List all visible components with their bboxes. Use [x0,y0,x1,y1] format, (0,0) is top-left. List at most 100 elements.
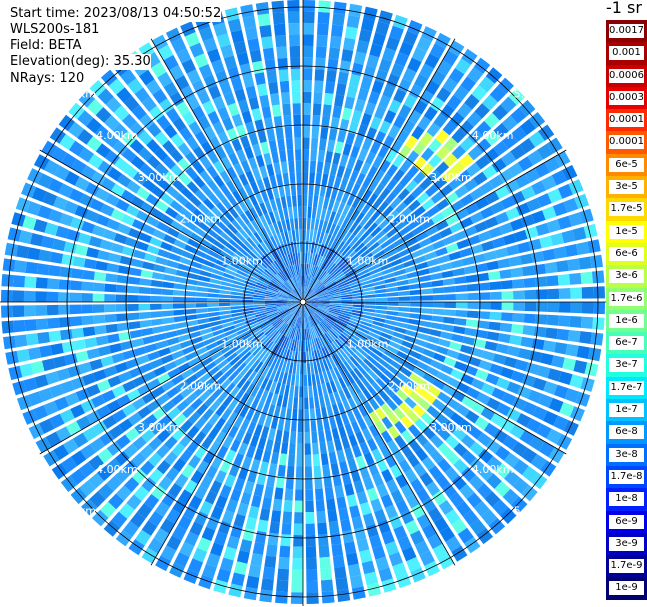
ray-gate [354,332,367,341]
ray-gate [296,275,300,288]
ray-gate [363,401,374,414]
ray-gate [309,160,317,173]
ray-gate [15,197,31,213]
ray-gate [282,430,290,443]
ray-gate [535,222,550,236]
ray-gate [253,302,265,305]
ray-gate [207,48,221,63]
ray-gate [184,308,197,315]
ray-gate [257,279,269,287]
ray-gate [312,230,318,242]
ray-gate [285,218,291,231]
ray-gate [64,170,80,186]
ray-gate [333,238,342,251]
ray-gate [546,219,561,233]
colorbar-cell: 3e-6 [606,265,647,288]
ray-gate [348,121,359,135]
ray-gate [83,258,97,270]
ray-gate [129,139,145,154]
ray-gate [465,274,478,283]
ray-gate [292,103,301,115]
ray-gate [328,47,341,60]
ray-gate [104,304,116,313]
ray-gate [118,331,131,341]
ray-gate [165,467,180,482]
ray-gate [63,438,79,454]
ray-gate [341,412,350,426]
ray-gate [339,118,350,132]
ray-gate [161,296,174,302]
ray-gate [213,355,226,365]
ray-gate [135,240,149,252]
ray-gate [70,450,87,467]
ray-gate [117,173,132,188]
colorbar-cell: 1e-9 [606,577,647,600]
ray-gate [501,115,518,132]
ray-gate [335,321,347,329]
ray-gate [192,160,205,175]
azimuth-line [302,301,456,566]
ray-gate [378,567,393,582]
ray-gate [188,495,203,510]
ray-gate [219,459,232,474]
ray-gate [381,578,397,593]
ray-gate [455,310,468,318]
ray-gate [68,188,84,203]
ray-gate [318,296,330,300]
ray-gate [425,225,439,237]
ray-gate [215,201,228,214]
ray-gate [360,344,372,355]
ray-gate [157,248,171,259]
ray-gate [268,211,277,224]
ray-gate [558,302,571,313]
ray-gate [273,23,286,36]
ray-gate [504,179,520,194]
ray-gate [108,252,122,264]
ray-gate [394,268,407,277]
ray-gate [570,287,583,299]
ray-gate [259,215,268,227]
ray-gate [455,284,468,293]
ray-gate [351,338,362,348]
ray-gate [386,164,399,178]
ray-gate [296,305,302,317]
ray-gate [282,268,290,280]
ray-gate [386,310,399,316]
ray-gate [81,304,93,314]
ray-gate [268,313,280,320]
ray-gate [294,512,303,524]
ray-gate [540,352,554,366]
ray-gate [163,323,176,332]
ray-gate [103,520,121,537]
ray-gate [318,231,325,244]
ray-gate [233,276,246,284]
ray-gate [212,328,225,337]
ray-gate [332,225,341,237]
ray-gate [519,253,533,265]
ray-gate [333,212,341,225]
ray-gate [284,384,290,397]
ray-gate [304,454,312,467]
ray-gate [250,385,260,398]
ray-gate [450,161,465,176]
ray-gate [237,466,249,481]
ray-gate [235,428,246,442]
ray-gate [460,76,477,93]
ray-gate [266,163,275,177]
ray-gate [343,360,353,373]
ray-gate [240,491,252,506]
ray-gate [173,283,186,290]
ray-gate [328,521,340,534]
ray-gate [501,302,514,311]
ray-gate [139,113,155,129]
ray-gate [294,500,303,513]
ray-gate [95,107,112,123]
ray-gate [346,15,360,29]
ray-gate [314,184,321,196]
ray-gate [466,492,483,508]
ray-gate [312,281,321,291]
ray-gate [260,189,269,202]
ray-gate [565,343,579,357]
ray-gate [303,91,312,104]
ray-gate [290,293,300,300]
